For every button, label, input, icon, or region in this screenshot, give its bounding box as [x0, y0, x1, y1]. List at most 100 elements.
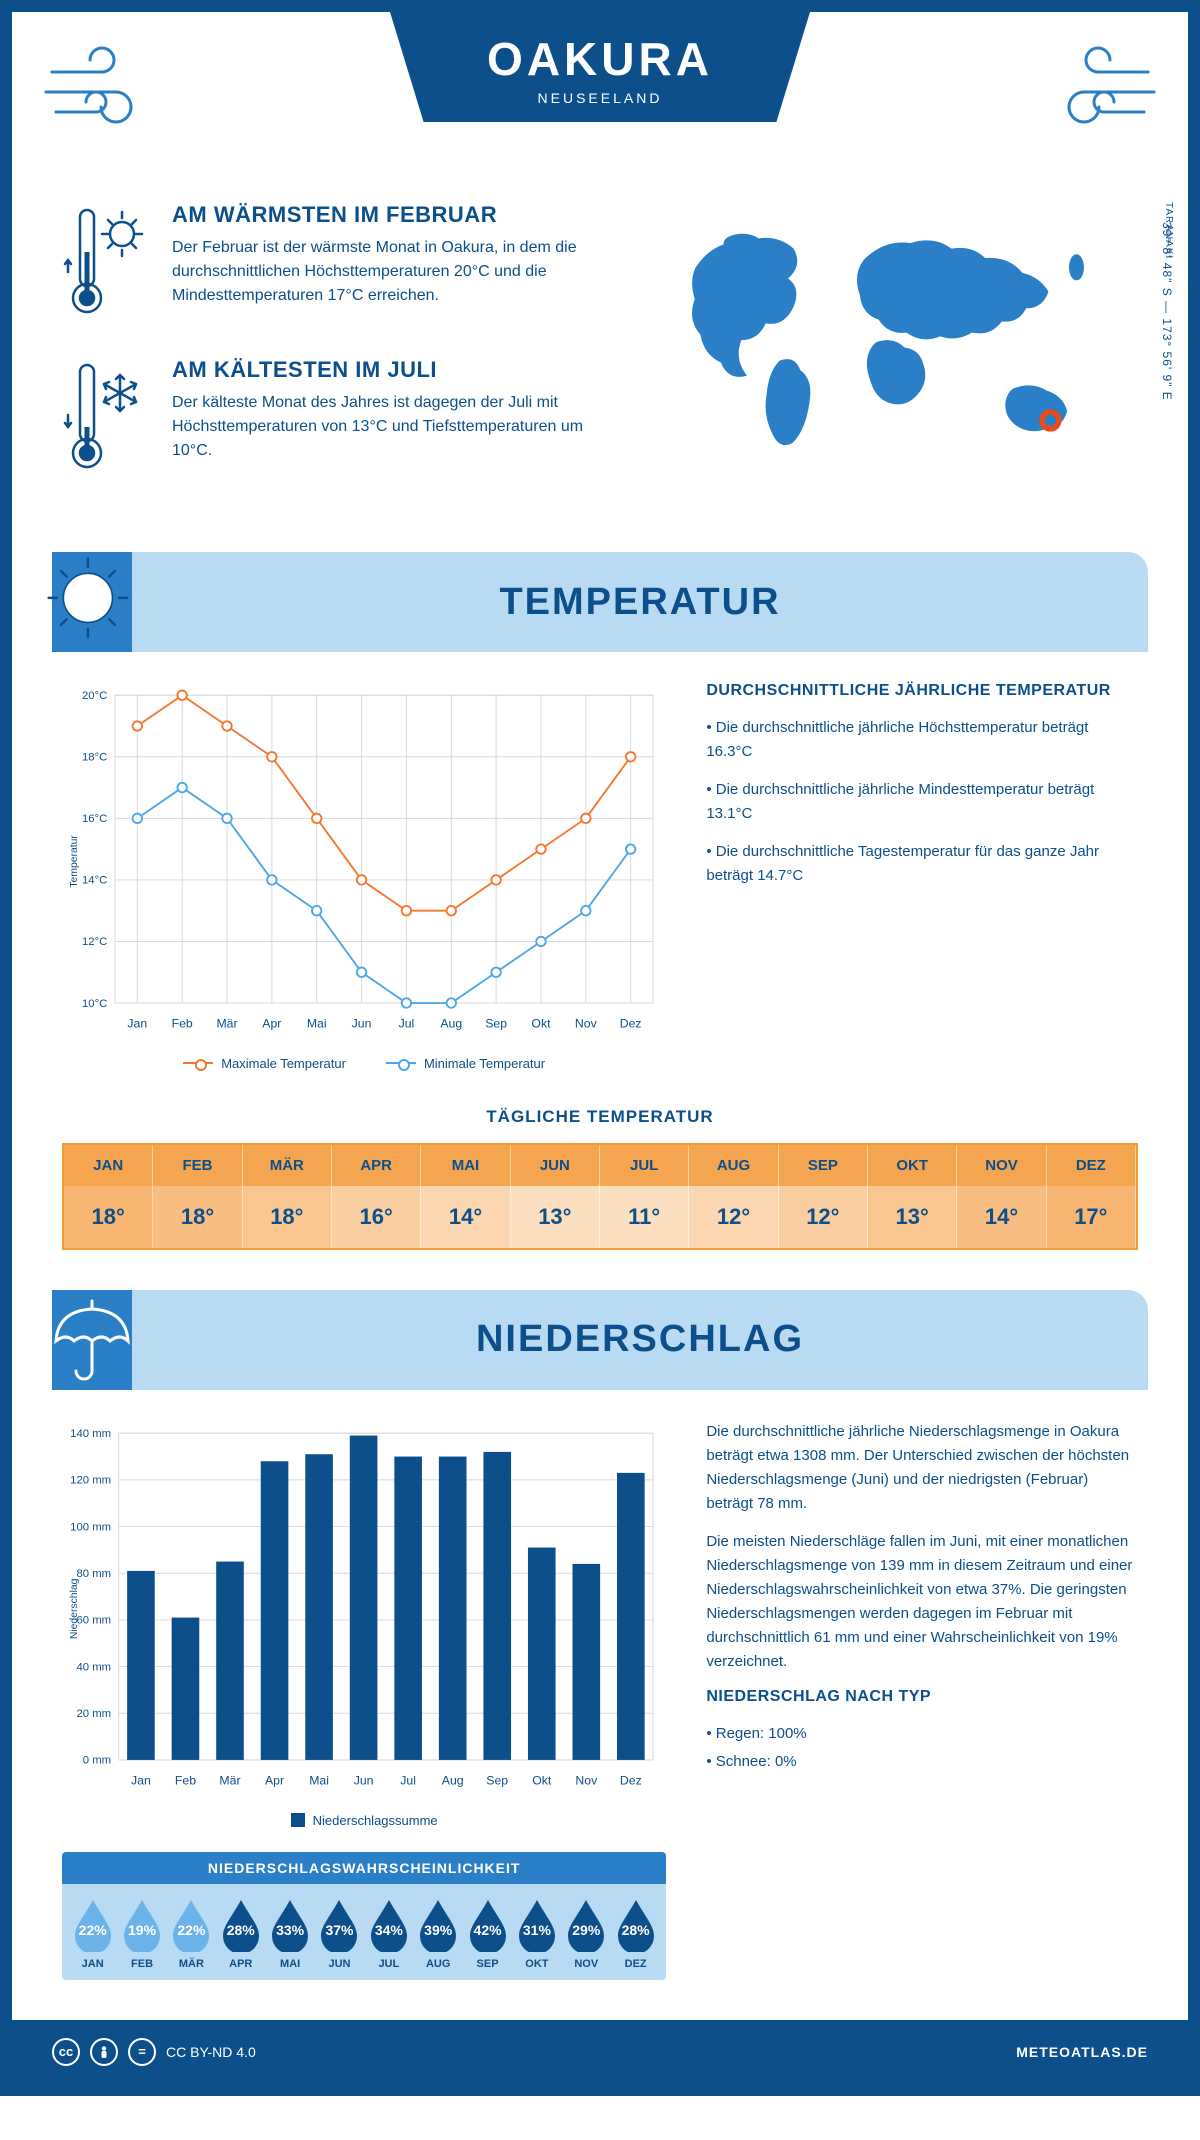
chart-legend: Maximale Temperatur Minimale Temperatur: [62, 1056, 666, 1071]
precip-type-line: • Regen: 100%: [706, 1722, 1138, 1746]
by-icon: [90, 2038, 118, 2066]
coordinates: 39° 8' 48" S — 173° 56' 9" E: [1160, 222, 1174, 401]
legend-label: Minimale Temperatur: [424, 1056, 545, 1071]
precip-type-title: NIEDERSCHLAG NACH TYP: [706, 1688, 1138, 1706]
footer: cc = CC BY-ND 4.0 METEOATLAS.DE: [12, 2020, 1188, 2084]
svg-text:18°C: 18°C: [82, 752, 107, 764]
svg-text:140 mm: 140 mm: [70, 1428, 111, 1440]
fact-coldest: AM KÄLTESTEN IM JULI Der kälteste Monat …: [62, 357, 605, 482]
table-cell: 17°: [1047, 1186, 1136, 1248]
svg-text:Jul: Jul: [400, 1773, 416, 1787]
page-subtitle: NEUSEELAND: [470, 90, 730, 106]
svg-text:Dez: Dez: [620, 1017, 642, 1031]
probability-cell: 34% JUL: [366, 1898, 411, 1970]
precipitation-summary: Die durchschnittliche jährliche Niedersc…: [706, 1420, 1138, 1980]
svg-text:Apr: Apr: [265, 1773, 284, 1787]
svg-text:20°C: 20°C: [82, 690, 107, 702]
svg-text:Mär: Mär: [216, 1017, 237, 1031]
page-frame: OAKURA NEUSEELAND: [0, 0, 1200, 2096]
license-block: cc = CC BY-ND 4.0: [52, 2038, 256, 2066]
summary-bullet: • Die durchschnittliche Tagestemperatur …: [706, 840, 1138, 888]
table-cell: 14°: [957, 1186, 1046, 1248]
summary-bullet: • Die durchschnittliche jährliche Höchst…: [706, 716, 1138, 764]
legend-label: Niederschlagssumme: [313, 1813, 438, 1828]
table-cell: 18°: [153, 1186, 242, 1248]
svg-text:Nov: Nov: [575, 1017, 598, 1031]
svg-text:Feb: Feb: [172, 1017, 193, 1031]
svg-text:Jun: Jun: [354, 1773, 374, 1787]
table-header: DEZ: [1047, 1145, 1136, 1186]
svg-text:Temperatur: Temperatur: [69, 835, 80, 888]
svg-text:60 mm: 60 mm: [76, 1615, 111, 1627]
umbrella-icon: [52, 1290, 132, 1390]
svg-text:40 mm: 40 mm: [76, 1661, 111, 1673]
svg-text:Okt: Okt: [531, 1017, 551, 1031]
svg-text:Feb: Feb: [175, 1773, 196, 1787]
probability-cell: 33% MAI: [267, 1898, 312, 1970]
svg-text:Dez: Dez: [620, 1773, 642, 1787]
probability-cell: 19% FEB: [119, 1898, 164, 1970]
svg-text:Nov: Nov: [575, 1773, 598, 1787]
precip-type-line: • Schnee: 0%: [706, 1750, 1138, 1774]
svg-text:Sep: Sep: [486, 1773, 508, 1787]
table-cell: 11°: [600, 1186, 689, 1248]
world-map: [645, 202, 1138, 482]
precip-probability-box: NIEDERSCHLAGSWAHRSCHEINLICHKEIT 22% JAN …: [62, 1852, 666, 1980]
summary-bullet: • Die durchschnittliche jährliche Mindes…: [706, 778, 1138, 826]
svg-text:120 mm: 120 mm: [70, 1474, 111, 1486]
header: OAKURA NEUSEELAND: [12, 12, 1188, 192]
probability-title: NIEDERSCHLAGSWAHRSCHEINLICHKEIT: [62, 1852, 666, 1884]
table-cell: 12°: [689, 1186, 778, 1248]
table-cell: 12°: [779, 1186, 868, 1248]
table-cell: 13°: [868, 1186, 957, 1248]
probability-cell: 22% JAN: [70, 1898, 115, 1970]
svg-text:Mär: Mär: [219, 1773, 240, 1787]
svg-text:Niederschlag: Niederschlag: [69, 1578, 80, 1639]
fact-text: Der kälteste Monat des Jahres ist dagege…: [172, 391, 605, 463]
svg-text:Jun: Jun: [352, 1017, 372, 1031]
svg-text:0 mm: 0 mm: [83, 1755, 111, 1767]
svg-text:Aug: Aug: [442, 1773, 464, 1787]
svg-text:16°C: 16°C: [82, 813, 107, 825]
probability-cell: 22% MÄR: [169, 1898, 214, 1970]
cc-icon: cc: [52, 2038, 80, 2066]
page-title: OAKURA: [470, 32, 730, 86]
title-ribbon: OAKURA NEUSEELAND: [390, 12, 810, 122]
svg-text:Mai: Mai: [309, 1773, 329, 1787]
precipitation-bar-chart: 0 mm20 mm40 mm60 mm80 mm100 mm120 mm140 …: [62, 1420, 666, 1980]
svg-text:Apr: Apr: [262, 1017, 281, 1031]
summary-title: DURCHSCHNITTLICHE JÄHRLICHE TEMPERATUR: [706, 682, 1138, 700]
fact-warmest: AM WÄRMSTEN IM FEBRUAR Der Februar ist d…: [62, 202, 605, 327]
probability-cell: 28% DEZ: [613, 1898, 658, 1970]
summary-paragraph: Die durchschnittliche jährliche Niedersc…: [706, 1420, 1138, 1516]
table-header: FEB: [153, 1145, 242, 1186]
table-header: MÄR: [243, 1145, 332, 1186]
svg-text:Okt: Okt: [532, 1773, 552, 1787]
thermometer-sun-icon: [62, 202, 152, 327]
world-map-block: TARANAKI 39° 8' 48" S — 173° 56' 9" E: [645, 202, 1138, 512]
temperature-section: 10°C12°C14°C16°C18°C20°CJanFebMärAprMaiJ…: [12, 682, 1188, 1290]
table-header: MAI: [421, 1145, 510, 1186]
table-header: JAN: [64, 1145, 153, 1186]
table-header: AUG: [689, 1145, 778, 1186]
svg-text:10°C: 10°C: [82, 998, 107, 1010]
probability-cell: 28% APR: [218, 1898, 263, 1970]
section-banner-precip: NIEDERSCHLAG: [52, 1290, 1148, 1390]
fact-title: AM KÄLTESTEN IM JULI: [172, 357, 605, 383]
table-header: NOV: [957, 1145, 1046, 1186]
svg-text:Sep: Sep: [485, 1017, 507, 1031]
license-text: CC BY-ND 4.0: [166, 2044, 256, 2060]
section-title: NIEDERSCHLAG: [132, 1318, 1148, 1361]
probability-cell: 31% OKT: [514, 1898, 559, 1970]
table-header: SEP: [779, 1145, 868, 1186]
svg-text:20 mm: 20 mm: [76, 1708, 111, 1720]
svg-text:12°C: 12°C: [82, 936, 107, 948]
svg-text:Aug: Aug: [440, 1017, 462, 1031]
probability-cell: 29% NOV: [564, 1898, 609, 1970]
chart-legend: Niederschlagssumme: [62, 1813, 666, 1828]
svg-text:Jul: Jul: [399, 1017, 415, 1031]
svg-text:100 mm: 100 mm: [70, 1521, 111, 1533]
thermometer-snow-icon: [62, 357, 152, 482]
brand-label: METEOATLAS.DE: [1016, 2044, 1148, 2060]
svg-text:Mai: Mai: [307, 1017, 327, 1031]
